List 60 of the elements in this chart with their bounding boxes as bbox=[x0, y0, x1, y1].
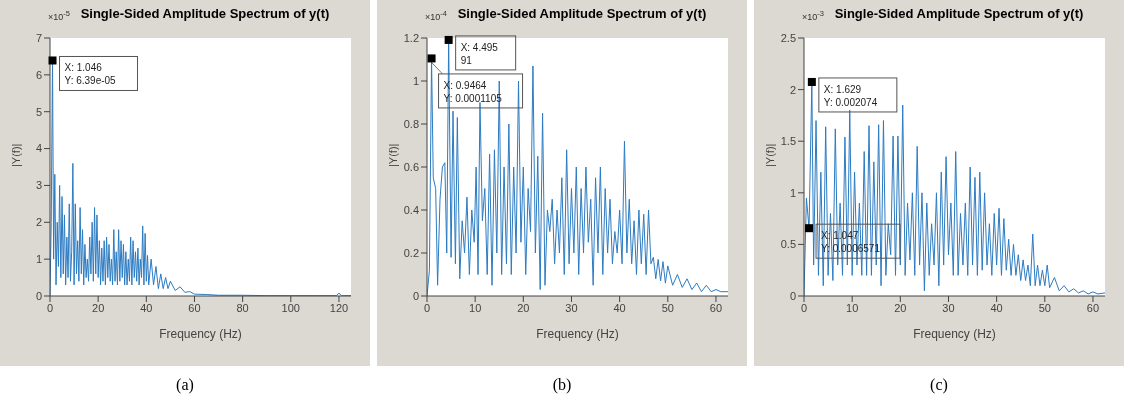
y-axis-title: |Y(f)| bbox=[386, 143, 399, 167]
y-tick-label: 0.6 bbox=[403, 160, 419, 173]
y-tick-label: 3 bbox=[35, 179, 42, 192]
x-tick-label: 20 bbox=[894, 301, 907, 314]
annotation: X: 1.046 Y: 6.39e-05 bbox=[64, 62, 117, 87]
x-tick-label: 0 bbox=[800, 301, 808, 314]
x-tick-label: 10 bbox=[469, 301, 482, 314]
y-tick-label: 0.5 bbox=[780, 238, 796, 251]
x-tick-label: 50 bbox=[661, 301, 674, 314]
annotation: X: 1.629 Y: 0.002074 bbox=[823, 83, 878, 108]
x-tick-label: 0 bbox=[423, 301, 431, 314]
y-tick-label: 7 bbox=[35, 31, 42, 44]
x-tick-label: 60 bbox=[709, 301, 723, 314]
annotation: X: 4.495 91 bbox=[460, 41, 499, 66]
text: (c) bbox=[929, 376, 949, 394]
y-tick-label: 6 bbox=[35, 68, 42, 81]
y-tick-label: 2 bbox=[35, 216, 42, 229]
text: ×10$^{-5}$ bbox=[48, 9, 70, 22]
y-tick-label: 5 bbox=[35, 105, 42, 118]
x-tick-label: 10 bbox=[846, 301, 859, 314]
y-tick-label: 0.4 bbox=[403, 203, 419, 216]
y-tick-label: 4 bbox=[35, 142, 42, 155]
x-tick-label: 0 bbox=[46, 301, 54, 314]
y-tick-label: 0.2 bbox=[403, 246, 419, 259]
x-axis-title: Frequency (Hz) bbox=[536, 327, 619, 341]
x-axis-title: Frequency (Hz) bbox=[913, 327, 996, 341]
y-tick-label: 0.8 bbox=[403, 117, 419, 130]
y-axis-title: |Y(f)| bbox=[9, 143, 22, 167]
y-tick-label: 2.5 bbox=[780, 31, 796, 44]
x-tick-label: 40 bbox=[613, 301, 626, 314]
x-tick-label: 50 bbox=[1038, 301, 1051, 314]
x-tick-label: 100 bbox=[281, 301, 300, 314]
chart-title: Single-Sided Amplitude Spectrum of y(t) bbox=[834, 6, 1084, 21]
y-tick-label: 1 bbox=[789, 186, 796, 199]
y-tick-label: 0 bbox=[412, 289, 419, 302]
y-tick-label: 0 bbox=[789, 289, 796, 302]
y-tick-label: 1.5 bbox=[780, 135, 796, 148]
chart-title: Single-Sided Amplitude Spectrum of y(t) bbox=[80, 6, 330, 21]
y-axis-title: |Y(f)| bbox=[763, 143, 776, 167]
y-tick-label: 1 bbox=[412, 74, 419, 87]
y-tick-label: 2 bbox=[789, 83, 796, 96]
x-tick-label: 20 bbox=[517, 301, 530, 314]
x-tick-label: 40 bbox=[990, 301, 1003, 314]
text: ×10$^{-4}$ bbox=[425, 9, 447, 22]
x-tick-label: 30 bbox=[565, 301, 578, 314]
x-tick-label: 80 bbox=[236, 301, 249, 314]
x-tick-label: 60 bbox=[188, 301, 201, 314]
text: (b) bbox=[551, 376, 573, 394]
chart-title: Single-Sided Amplitude Spectrum of y(t) bbox=[457, 6, 707, 21]
x-tick-label: 60 bbox=[1086, 301, 1100, 314]
x-tick-label: 20 bbox=[92, 301, 105, 314]
y-tick-label: 1.2 bbox=[403, 31, 419, 44]
x-tick-label: 40 bbox=[140, 301, 153, 314]
text: ×10$^{-3}$ bbox=[802, 9, 824, 22]
y-tick-label: 0 bbox=[35, 289, 42, 302]
text: (a) bbox=[175, 376, 195, 394]
x-tick-label: 120 bbox=[329, 301, 349, 314]
y-tick-label: 1 bbox=[35, 253, 42, 266]
x-axis-title: Frequency (Hz) bbox=[159, 327, 242, 341]
x-tick-label: 30 bbox=[942, 301, 955, 314]
